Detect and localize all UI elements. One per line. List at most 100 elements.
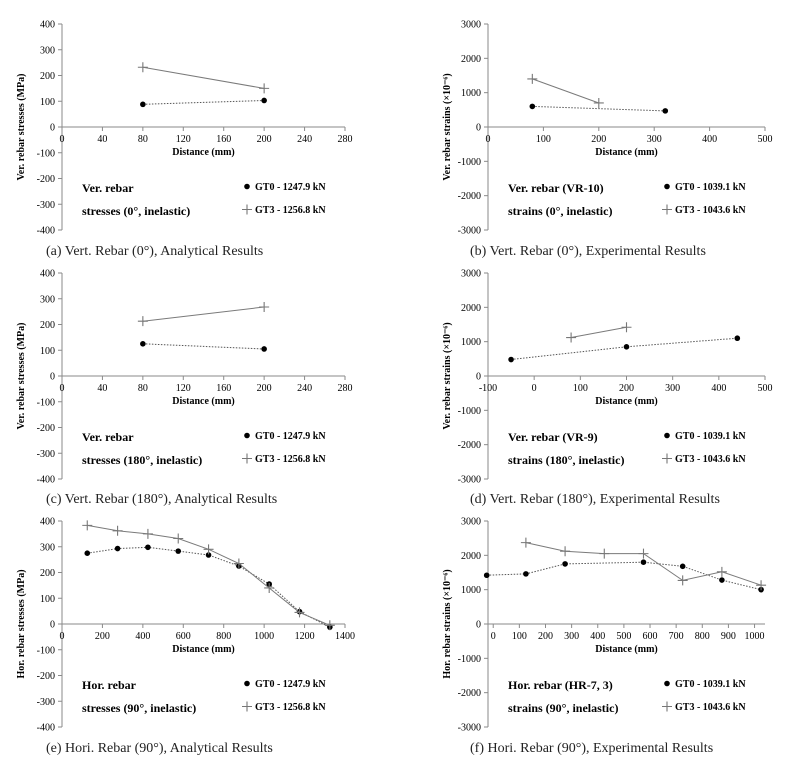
series-line-gt0	[142, 343, 265, 350]
x-tick-label: 0	[60, 383, 65, 394]
data-point-dot	[205, 552, 212, 558]
series-line-gt0	[511, 337, 738, 360]
data-point-dot	[84, 550, 91, 556]
legend-plus-icon	[242, 204, 252, 215]
legend-dot-icon	[664, 680, 670, 687]
legend-plus-icon	[662, 204, 672, 215]
data-point-dot	[679, 563, 686, 570]
series-line-gt0	[486, 561, 762, 591]
x-tick-label: 1000	[254, 631, 274, 642]
x-tick-label: 120	[176, 134, 191, 145]
annotation-line-1: Hor. rebar	[82, 678, 137, 692]
y-axis-title: Ver. rebar stresses (MPa)	[16, 73, 27, 180]
data-point-dot	[145, 544, 151, 551]
x-tick-label: 400	[702, 134, 717, 145]
panel-caption: (a) Vert. Rebar (0°), Analytical Results	[46, 244, 263, 259]
data-point-plus	[566, 332, 577, 343]
data-point-dot	[114, 545, 121, 552]
x-tick-label: 600	[643, 631, 658, 642]
legend-dot-icon	[664, 432, 670, 439]
x-tick-label: 40	[97, 383, 107, 394]
data-point-dot	[261, 346, 267, 352]
y-tick-label: -400	[37, 226, 55, 237]
data-point-plus	[142, 528, 153, 539]
legend-entry: GT0 - 1247.9 kN	[255, 182, 326, 193]
x-tick-label: 900	[721, 631, 736, 642]
x-tick-label: 0	[532, 383, 537, 394]
x-tick-label: 500	[616, 631, 631, 642]
data-point-dot	[140, 341, 146, 347]
x-tick-label: 700	[669, 631, 684, 642]
annotation-line-1: Ver. rebar (VR-10)	[508, 181, 604, 195]
data-point-dot	[508, 356, 514, 363]
y-tick-label: 400	[40, 20, 55, 31]
series-line-gt0	[532, 105, 666, 112]
x-tick-label: 1000	[745, 631, 765, 642]
x-tick-label: 200	[619, 383, 634, 394]
panel-caption: (e) Hori. Rebar (90°), Analytical Result…	[46, 741, 273, 756]
y-tick-label: 200	[40, 320, 55, 331]
data-point-plus	[259, 83, 270, 94]
legend-entry: GT0 - 1247.9 kN	[255, 431, 326, 442]
y-tick-label: 0	[476, 123, 481, 134]
y-tick-label: 300	[40, 542, 55, 553]
y-axis-title: Ver. rebar stresses (MPa)	[16, 322, 27, 429]
panel-caption: (f) Hori. Rebar (90°), Experimental Resu…	[470, 741, 713, 756]
data-point-dot	[662, 108, 669, 114]
x-tick-label: 300	[647, 134, 662, 145]
annotation-line-1: Ver. rebar (VR-9)	[508, 430, 598, 444]
data-point-plus	[638, 548, 649, 559]
x-tick-label: 300	[665, 383, 680, 394]
y-tick-label: -200	[37, 423, 55, 434]
x-tick-label: 400	[590, 631, 605, 642]
data-point-plus	[82, 520, 93, 531]
chart-panel-c: -400 -300 -200 -100 0 100 200 300 400 0 40 80 120 160…	[16, 269, 353, 508]
y-tick-label: -2000	[458, 191, 481, 202]
annotation-line-2: stresses (180°, inelastic)	[82, 453, 202, 467]
y-tick-label: 0	[476, 620, 481, 631]
x-tick-label: -100	[479, 383, 497, 394]
x-tick-label: 800	[216, 631, 231, 642]
x-tick-label: 80	[138, 134, 148, 145]
annotation-line-1: Ver. rebar	[82, 430, 134, 444]
x-tick-label: 600	[176, 631, 191, 642]
data-point-dot	[640, 559, 647, 565]
y-tick-label: -1000	[458, 157, 481, 168]
y-tick-label: 2000	[461, 54, 481, 65]
x-tick-label: 100	[536, 134, 551, 145]
x-tick-label: 160	[216, 383, 231, 394]
data-point-plus	[112, 525, 123, 536]
data-point-plus	[560, 546, 571, 557]
y-tick-label: 400	[40, 517, 55, 528]
annotation-line-1: Hor. rebar (HR-7, 3)	[508, 678, 613, 692]
y-tick-label: 200	[40, 71, 55, 82]
series-line-gt3	[142, 66, 265, 89]
legend-dot-icon	[664, 183, 670, 190]
x-tick-label: 500	[758, 134, 773, 145]
y-tick-label: -200	[37, 671, 55, 682]
data-point-plus	[137, 316, 148, 327]
y-tick-label: -100	[37, 397, 55, 408]
data-point-plus	[233, 558, 244, 569]
y-tick-label: -1000	[458, 406, 481, 417]
x-tick-label: 0	[60, 631, 65, 642]
x-axis-title: Distance (mm)	[595, 644, 657, 655]
x-tick-label: 200	[257, 134, 272, 145]
chart-panel-e: -400 -300 -200 -100 0 100 200 300 400 0 200 400 600 8…	[16, 517, 355, 757]
y-tick-label: -3000	[458, 723, 481, 734]
y-tick-label: 0	[50, 372, 55, 383]
x-tick-label: 280	[338, 383, 353, 394]
data-point-plus	[294, 607, 305, 618]
y-axis-title: Ver. rebar strains (×10⁻⁶)	[442, 73, 453, 180]
x-axis-title: Distance (mm)	[595, 396, 657, 407]
legend-entry: GT3 - 1256.8 kN	[255, 702, 326, 713]
x-tick-label: 800	[695, 631, 710, 642]
y-tick-label: -3000	[458, 475, 481, 486]
series-line-gt3	[532, 78, 599, 104]
x-tick-label: 400	[135, 631, 150, 642]
x-axis-title: Distance (mm)	[172, 147, 234, 158]
y-tick-label: 300	[40, 45, 55, 56]
x-tick-label: 200	[538, 631, 553, 642]
y-tick-label: -400	[37, 723, 55, 734]
x-tick-label: 200	[591, 134, 606, 145]
